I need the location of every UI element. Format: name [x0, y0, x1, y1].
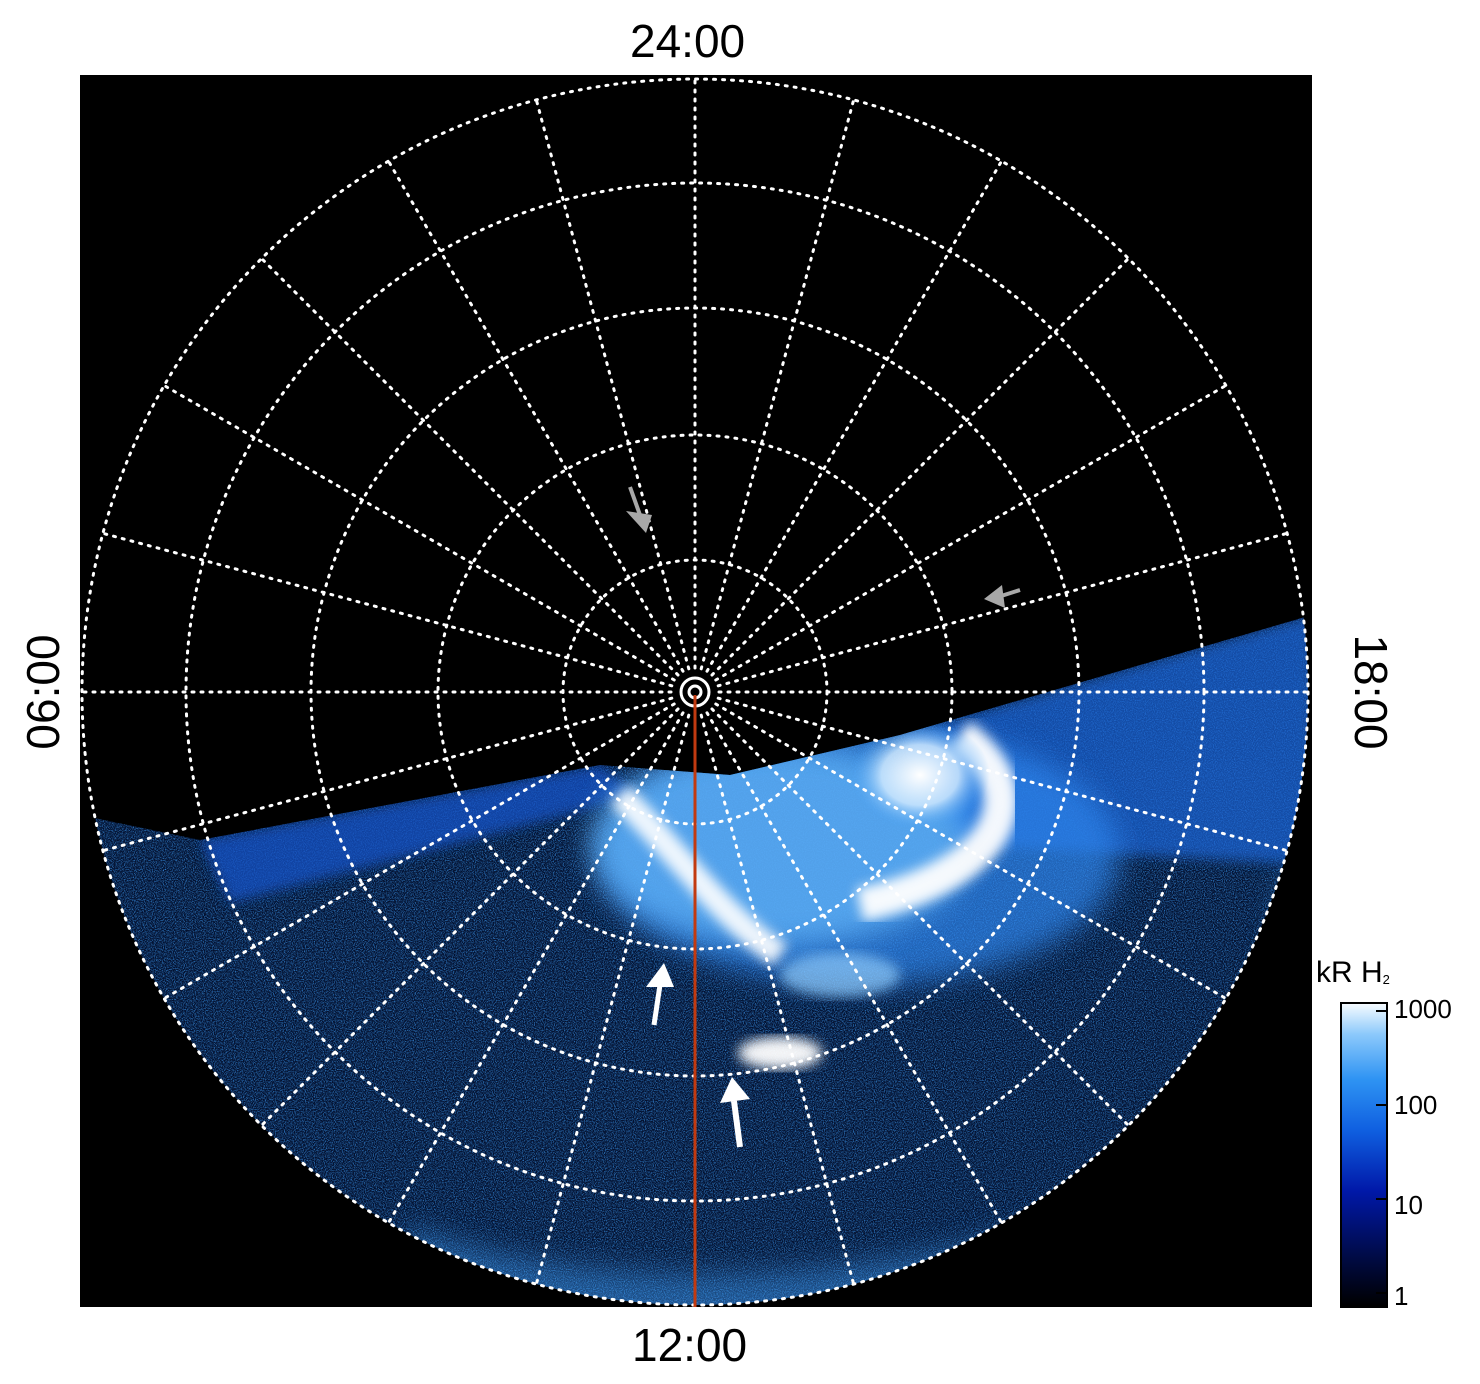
arrow-grey-upper	[626, 486, 652, 533]
label-24-00: 24:00	[630, 15, 746, 67]
arrow-white-left	[646, 963, 674, 1026]
graticule-meridian-22	[710, 257, 1130, 677]
colorbar-label-10: 10	[1394, 1190, 1423, 1220]
arrow-white-lower	[720, 1077, 750, 1148]
graticule-meridian-21	[705, 159, 1003, 673]
colorbar-label-1: 1	[1394, 1281, 1409, 1311]
label-06-00: 06:00	[17, 634, 69, 750]
graticule-meridian-18	[534, 98, 691, 671]
colorbar-label-100: 100	[1394, 1090, 1438, 1120]
graticule-meridian-3	[714, 702, 1228, 1000]
graticule-meridian-12	[101, 696, 674, 853]
graticule-meridian-2	[716, 696, 1289, 853]
graticule-meridian-20	[699, 98, 856, 671]
graticule-meridian-23	[714, 384, 1228, 682]
label-12-00: 12:00	[632, 1319, 748, 1371]
polar-projection-plot	[80, 75, 1312, 1307]
graticule-meridian-15	[162, 384, 676, 682]
graticule-meridian-17	[387, 159, 685, 673]
colorbar-label-1000: 1000	[1394, 994, 1452, 1024]
graticule-meridian-9	[387, 711, 685, 1225]
colorbar-tick-1	[1376, 1292, 1386, 1294]
graticule-meridian-4	[710, 707, 1130, 1127]
graticule-meridian-11	[162, 702, 676, 1000]
graticule-meridian-14	[101, 531, 674, 688]
colorbar-title: kR H2	[1316, 956, 1390, 989]
label-18-00: 18:00	[1345, 634, 1397, 750]
graticule-meridian-8	[534, 713, 691, 1286]
colorbar	[1340, 1002, 1388, 1308]
colorbar-tick-1000	[1376, 1010, 1386, 1012]
colorbar-tick-10	[1376, 1198, 1386, 1200]
arrow-grey-right	[984, 585, 1021, 608]
polar-projection-svg	[80, 77, 1310, 1307]
colorbar-tick-100	[1376, 1104, 1386, 1106]
graticule-meridian-10	[260, 707, 680, 1127]
graticule-meridian-6	[699, 713, 856, 1286]
graticule-meridian-16	[260, 257, 680, 677]
graticule-meridian-5	[705, 711, 1003, 1225]
graticule-meridian-24	[716, 531, 1289, 688]
